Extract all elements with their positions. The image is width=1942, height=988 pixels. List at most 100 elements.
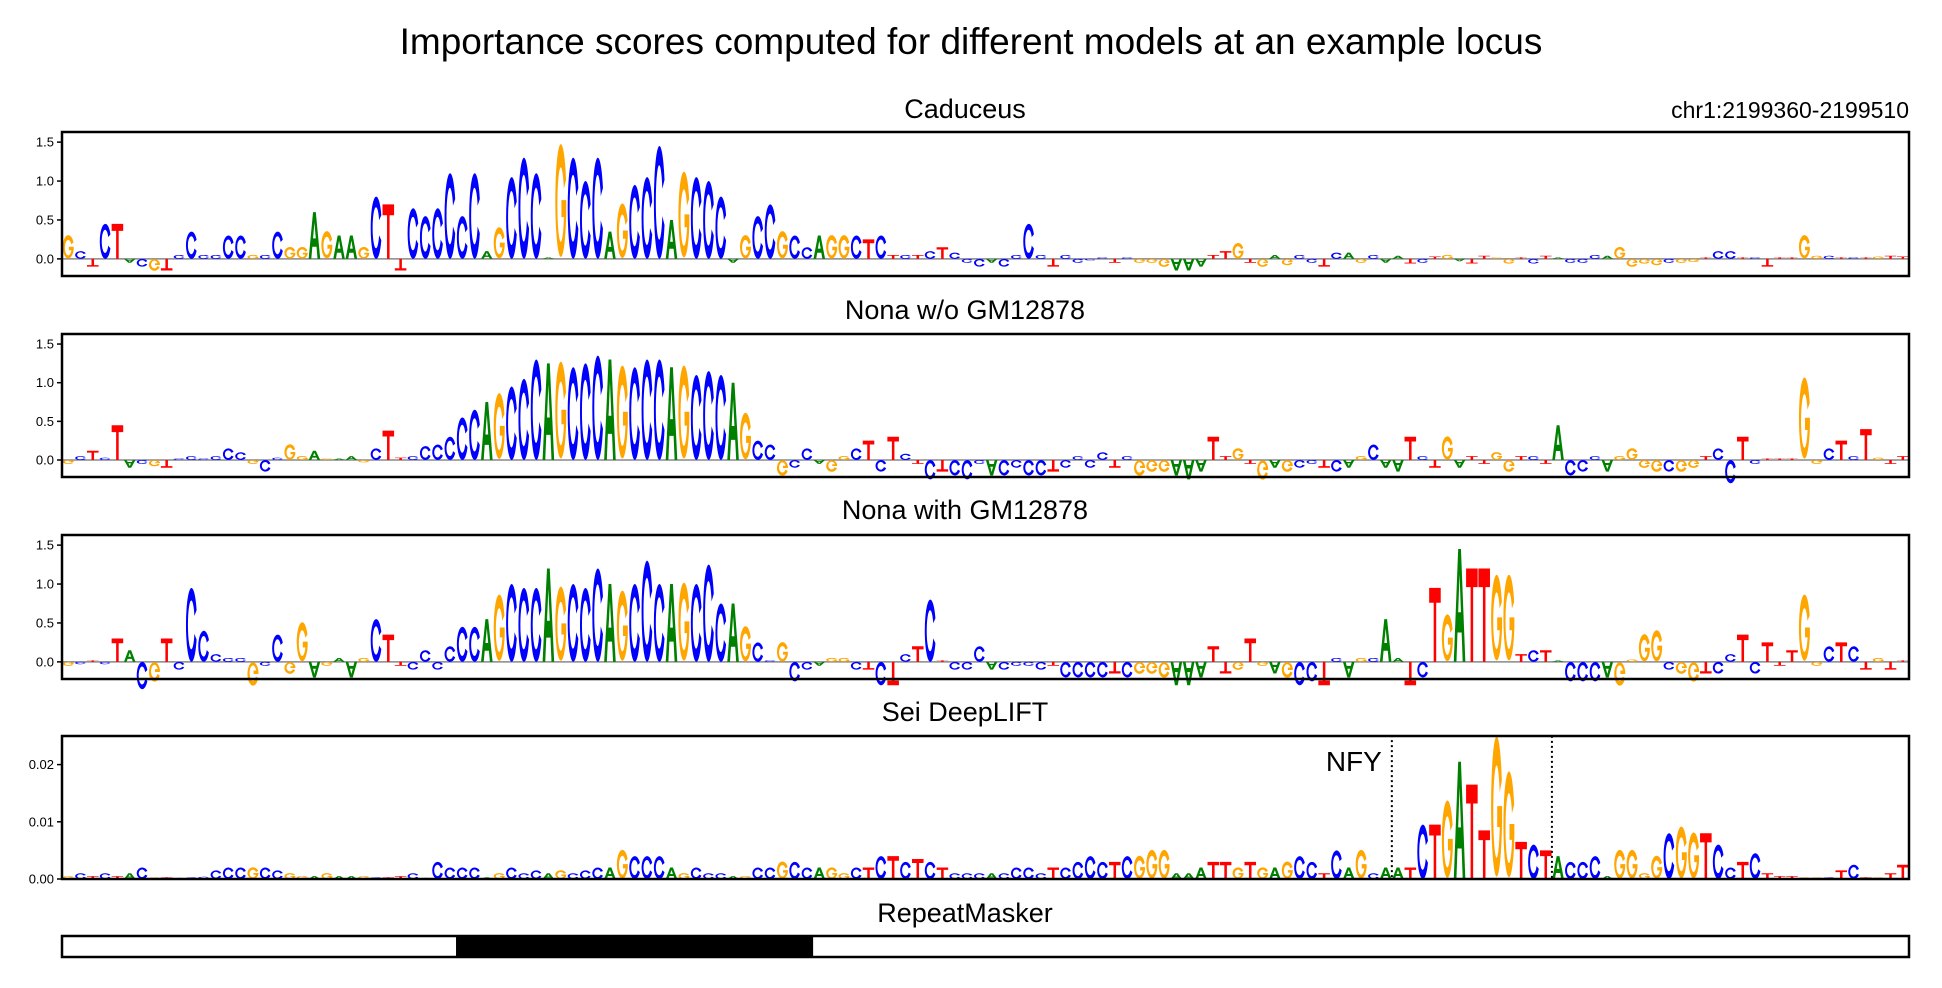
logo-letter-c (961, 258, 973, 263)
y-tick-label: 1.5 (36, 135, 54, 150)
logo-letter-g (1614, 247, 1626, 259)
logo-letter-t (936, 867, 949, 879)
logo-letter-c (1097, 661, 1108, 678)
logo-letter-a (1601, 661, 1614, 678)
logo-letter-a (1379, 258, 1392, 263)
logo-letter-t (1897, 864, 1909, 879)
logo-letter-c (136, 258, 148, 267)
logo-letter-t (1897, 256, 1909, 259)
logo-letter-c (789, 861, 800, 879)
logo-letter-c (641, 856, 653, 879)
logo-letter-c (198, 254, 209, 259)
logo-letter-g (838, 657, 850, 662)
logo-letter-c (1663, 833, 1675, 879)
logo-letter-g (826, 235, 838, 259)
logo-letter-c (235, 657, 246, 662)
logo-letter-c (210, 654, 222, 662)
logo-letter-g (1638, 460, 1650, 468)
logo-letter-c (272, 231, 283, 259)
logo-letter-c (1417, 824, 1428, 879)
logo-letter-c (875, 856, 887, 879)
logo-letter-c (173, 254, 185, 259)
logo-letter-c (764, 444, 776, 460)
logo-letter-g (826, 460, 838, 472)
logo-letter-a (123, 650, 136, 662)
logo-letter-g (826, 867, 838, 879)
logo-letter-c (764, 204, 776, 259)
logo-letter-g (1503, 258, 1515, 264)
logo-letter-c (1331, 252, 1342, 259)
logo-letter-c (850, 867, 862, 879)
logo-letter-c (1589, 254, 1601, 259)
logo-letter-g (284, 873, 296, 879)
logo-letter-c (801, 661, 813, 670)
logo-letter-a (542, 568, 555, 662)
logo-letter-a (1195, 459, 1207, 472)
logo-letter-c (198, 630, 209, 662)
logo-letter-c (259, 661, 271, 666)
logo-letter-c (715, 196, 727, 259)
logo-letter-t (1404, 661, 1417, 686)
logo-letter-c (272, 870, 283, 879)
logo-letter-g (1441, 254, 1453, 259)
logo-letter-c (567, 157, 579, 259)
logo-letter-c (370, 619, 382, 662)
logo-panel-1: Caduceus 0.0 0.5 1.0 1.5 (36, 94, 1911, 278)
logo-letter-t (936, 247, 949, 259)
logo-letter-a (1392, 657, 1404, 662)
logo-letter-g (1688, 662, 1700, 682)
logo-letter-c (99, 661, 111, 665)
logo-letter-c (469, 409, 480, 460)
logo-letter-c (210, 254, 222, 259)
logo-letter-c (961, 873, 973, 879)
logo-letter-g (776, 861, 788, 879)
logo-letter-c (407, 661, 419, 670)
logo-letter-c (1072, 661, 1084, 678)
logo-letter-c (1368, 444, 1379, 460)
logo-letter-g (776, 642, 788, 662)
y-tick-label: 0.5 (36, 212, 54, 227)
logo-letter-t (1207, 861, 1220, 879)
logo-letter-c (629, 584, 640, 662)
logo-letter-c (136, 661, 148, 690)
logo-letter-g (1146, 849, 1158, 879)
logo-letter-c (974, 258, 985, 267)
y-tick-label: 1.0 (36, 375, 54, 390)
logo-letter-c (653, 856, 665, 879)
logo-letter-g (284, 444, 296, 460)
logo-letter-c (469, 867, 480, 879)
logo-letter-c (1035, 873, 1047, 879)
logo-letter-c (518, 157, 530, 259)
logo-letter-c (272, 457, 283, 460)
logo-letter-c (99, 223, 111, 259)
logo-letter-g (1355, 456, 1367, 460)
logo-letter-a (813, 235, 826, 259)
logo-letter-c (1663, 661, 1675, 670)
logo-letter-c (1121, 456, 1133, 460)
logo-letter-c (961, 661, 973, 670)
logo-letter-c (75, 873, 86, 879)
logo-letter-c (1749, 257, 1761, 259)
logo-letter-c (259, 254, 271, 259)
logo-letter-a (542, 873, 555, 879)
logo-letter-a (123, 459, 136, 468)
logo-letter-g (358, 657, 370, 662)
logo-letter-c (850, 448, 862, 460)
logo-letter-t (1318, 459, 1330, 468)
logo-letter-c (530, 870, 542, 879)
logo-letter-c (801, 247, 813, 259)
logo-letter-g (1651, 460, 1663, 472)
panel-title: Caduceus (904, 94, 1026, 124)
logo-letter-c (432, 444, 443, 460)
logo-letter-c (850, 235, 862, 259)
logo-letter-g (1232, 867, 1244, 879)
logo-letter-t (1466, 568, 1478, 662)
logo-letter-c (592, 867, 603, 879)
logo-letter-a (481, 402, 493, 460)
logo-letter-g (296, 622, 308, 662)
logo-letter-c (653, 584, 665, 662)
logo-letter-t (911, 459, 924, 464)
logo-letter-g (493, 873, 505, 879)
logo-letter-c (469, 173, 480, 259)
logo-letter-g (1134, 662, 1145, 674)
